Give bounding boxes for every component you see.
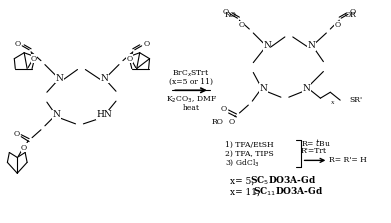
Text: RO: RO [212, 118, 224, 126]
Text: N: N [308, 41, 316, 50]
Text: R= $t$Bu: R= $t$Bu [301, 137, 330, 148]
Text: O: O [239, 21, 244, 29]
Text: O: O [31, 55, 37, 63]
Text: N: N [53, 110, 61, 120]
Text: O: O [127, 55, 133, 63]
Text: R'=Trt: R'=Trt [301, 147, 326, 155]
Text: K$_2$CO$_3$, DMF: K$_2$CO$_3$, DMF [165, 95, 217, 105]
Text: RO: RO [224, 11, 237, 19]
Text: N: N [263, 41, 271, 50]
Text: O: O [21, 144, 27, 152]
Text: O: O [228, 118, 235, 126]
Text: N: N [100, 74, 108, 83]
Text: SR': SR' [349, 96, 362, 104]
Text: N: N [303, 84, 310, 93]
Text: SC$_{11}$DO3A-Gd: SC$_{11}$DO3A-Gd [253, 186, 324, 198]
Text: O: O [13, 130, 19, 138]
Text: x= 11,: x= 11, [230, 188, 262, 196]
Text: (x=5 or 11): (x=5 or 11) [169, 77, 213, 85]
Text: 2) TFA, TIPS: 2) TFA, TIPS [225, 149, 273, 157]
Text: O: O [221, 105, 227, 113]
Text: x: x [330, 100, 334, 105]
Text: N: N [259, 84, 267, 93]
Text: O: O [334, 21, 340, 29]
Text: SC$_5$DO3A-Gd: SC$_5$DO3A-Gd [250, 175, 317, 187]
Text: N: N [56, 74, 64, 83]
Text: O: O [222, 8, 229, 16]
Text: OR: OR [345, 11, 357, 19]
Text: O: O [350, 8, 356, 16]
Text: 1) TFA/EtSH: 1) TFA/EtSH [225, 140, 273, 149]
Text: heat: heat [183, 104, 199, 112]
Text: 3) GdCl$_3$: 3) GdCl$_3$ [225, 157, 259, 168]
Text: HN: HN [96, 110, 112, 120]
Text: BrC$_x$STrt: BrC$_x$STrt [172, 68, 210, 79]
Text: O: O [143, 40, 150, 48]
Text: R= R'= H: R= R'= H [329, 156, 367, 164]
Text: x= 5,: x= 5, [230, 177, 257, 186]
Text: O: O [14, 40, 20, 48]
